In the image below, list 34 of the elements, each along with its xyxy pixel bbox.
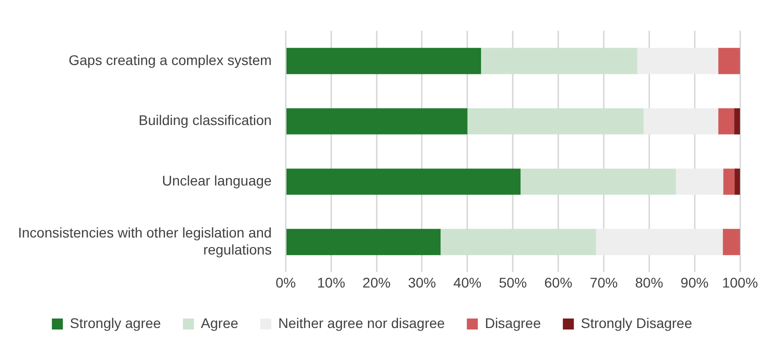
y-tick-label: Unclear language — [162, 172, 272, 189]
bar — [286, 108, 468, 134]
y-tick-label: Gaps creating a complex system — [68, 52, 272, 68]
x-tick-label: 20% — [362, 274, 391, 290]
x-tick-label: 50% — [498, 274, 527, 290]
x-tick-label: 90% — [680, 274, 709, 290]
bar — [644, 108, 718, 134]
y-tick-label: Inconsistencies with other legislation and regulations — [18, 224, 272, 258]
bar — [734, 168, 740, 195]
bar — [286, 228, 441, 256]
bar — [722, 228, 740, 256]
x-tick-label: 60% — [544, 274, 572, 290]
x-tick-label: 80% — [635, 274, 664, 290]
bar — [718, 108, 734, 134]
bar — [723, 168, 735, 195]
x-tick-label: 30% — [408, 274, 436, 290]
bar — [286, 168, 521, 195]
legend-label: Strongly Disagree — [580, 314, 692, 331]
y-tick-label: Building classification — [138, 112, 272, 128]
x-tick-label: 70% — [590, 274, 618, 290]
bar — [637, 48, 718, 74]
bar — [718, 48, 740, 74]
bar — [596, 228, 723, 256]
bar — [286, 48, 482, 74]
x-tick-label: 0% — [276, 274, 296, 290]
x-tick-label: 10% — [317, 274, 346, 290]
bar — [676, 168, 724, 195]
legend-label: Disagree — [484, 314, 542, 331]
legend-label: Strongly agree — [70, 314, 162, 331]
legend-label: Agree — [200, 314, 238, 331]
bar — [734, 108, 740, 134]
legend-label: Neither agree nor disagree — [278, 314, 446, 331]
x-tick-label: 100% — [722, 274, 758, 290]
x-tick-label: 40% — [453, 274, 482, 290]
